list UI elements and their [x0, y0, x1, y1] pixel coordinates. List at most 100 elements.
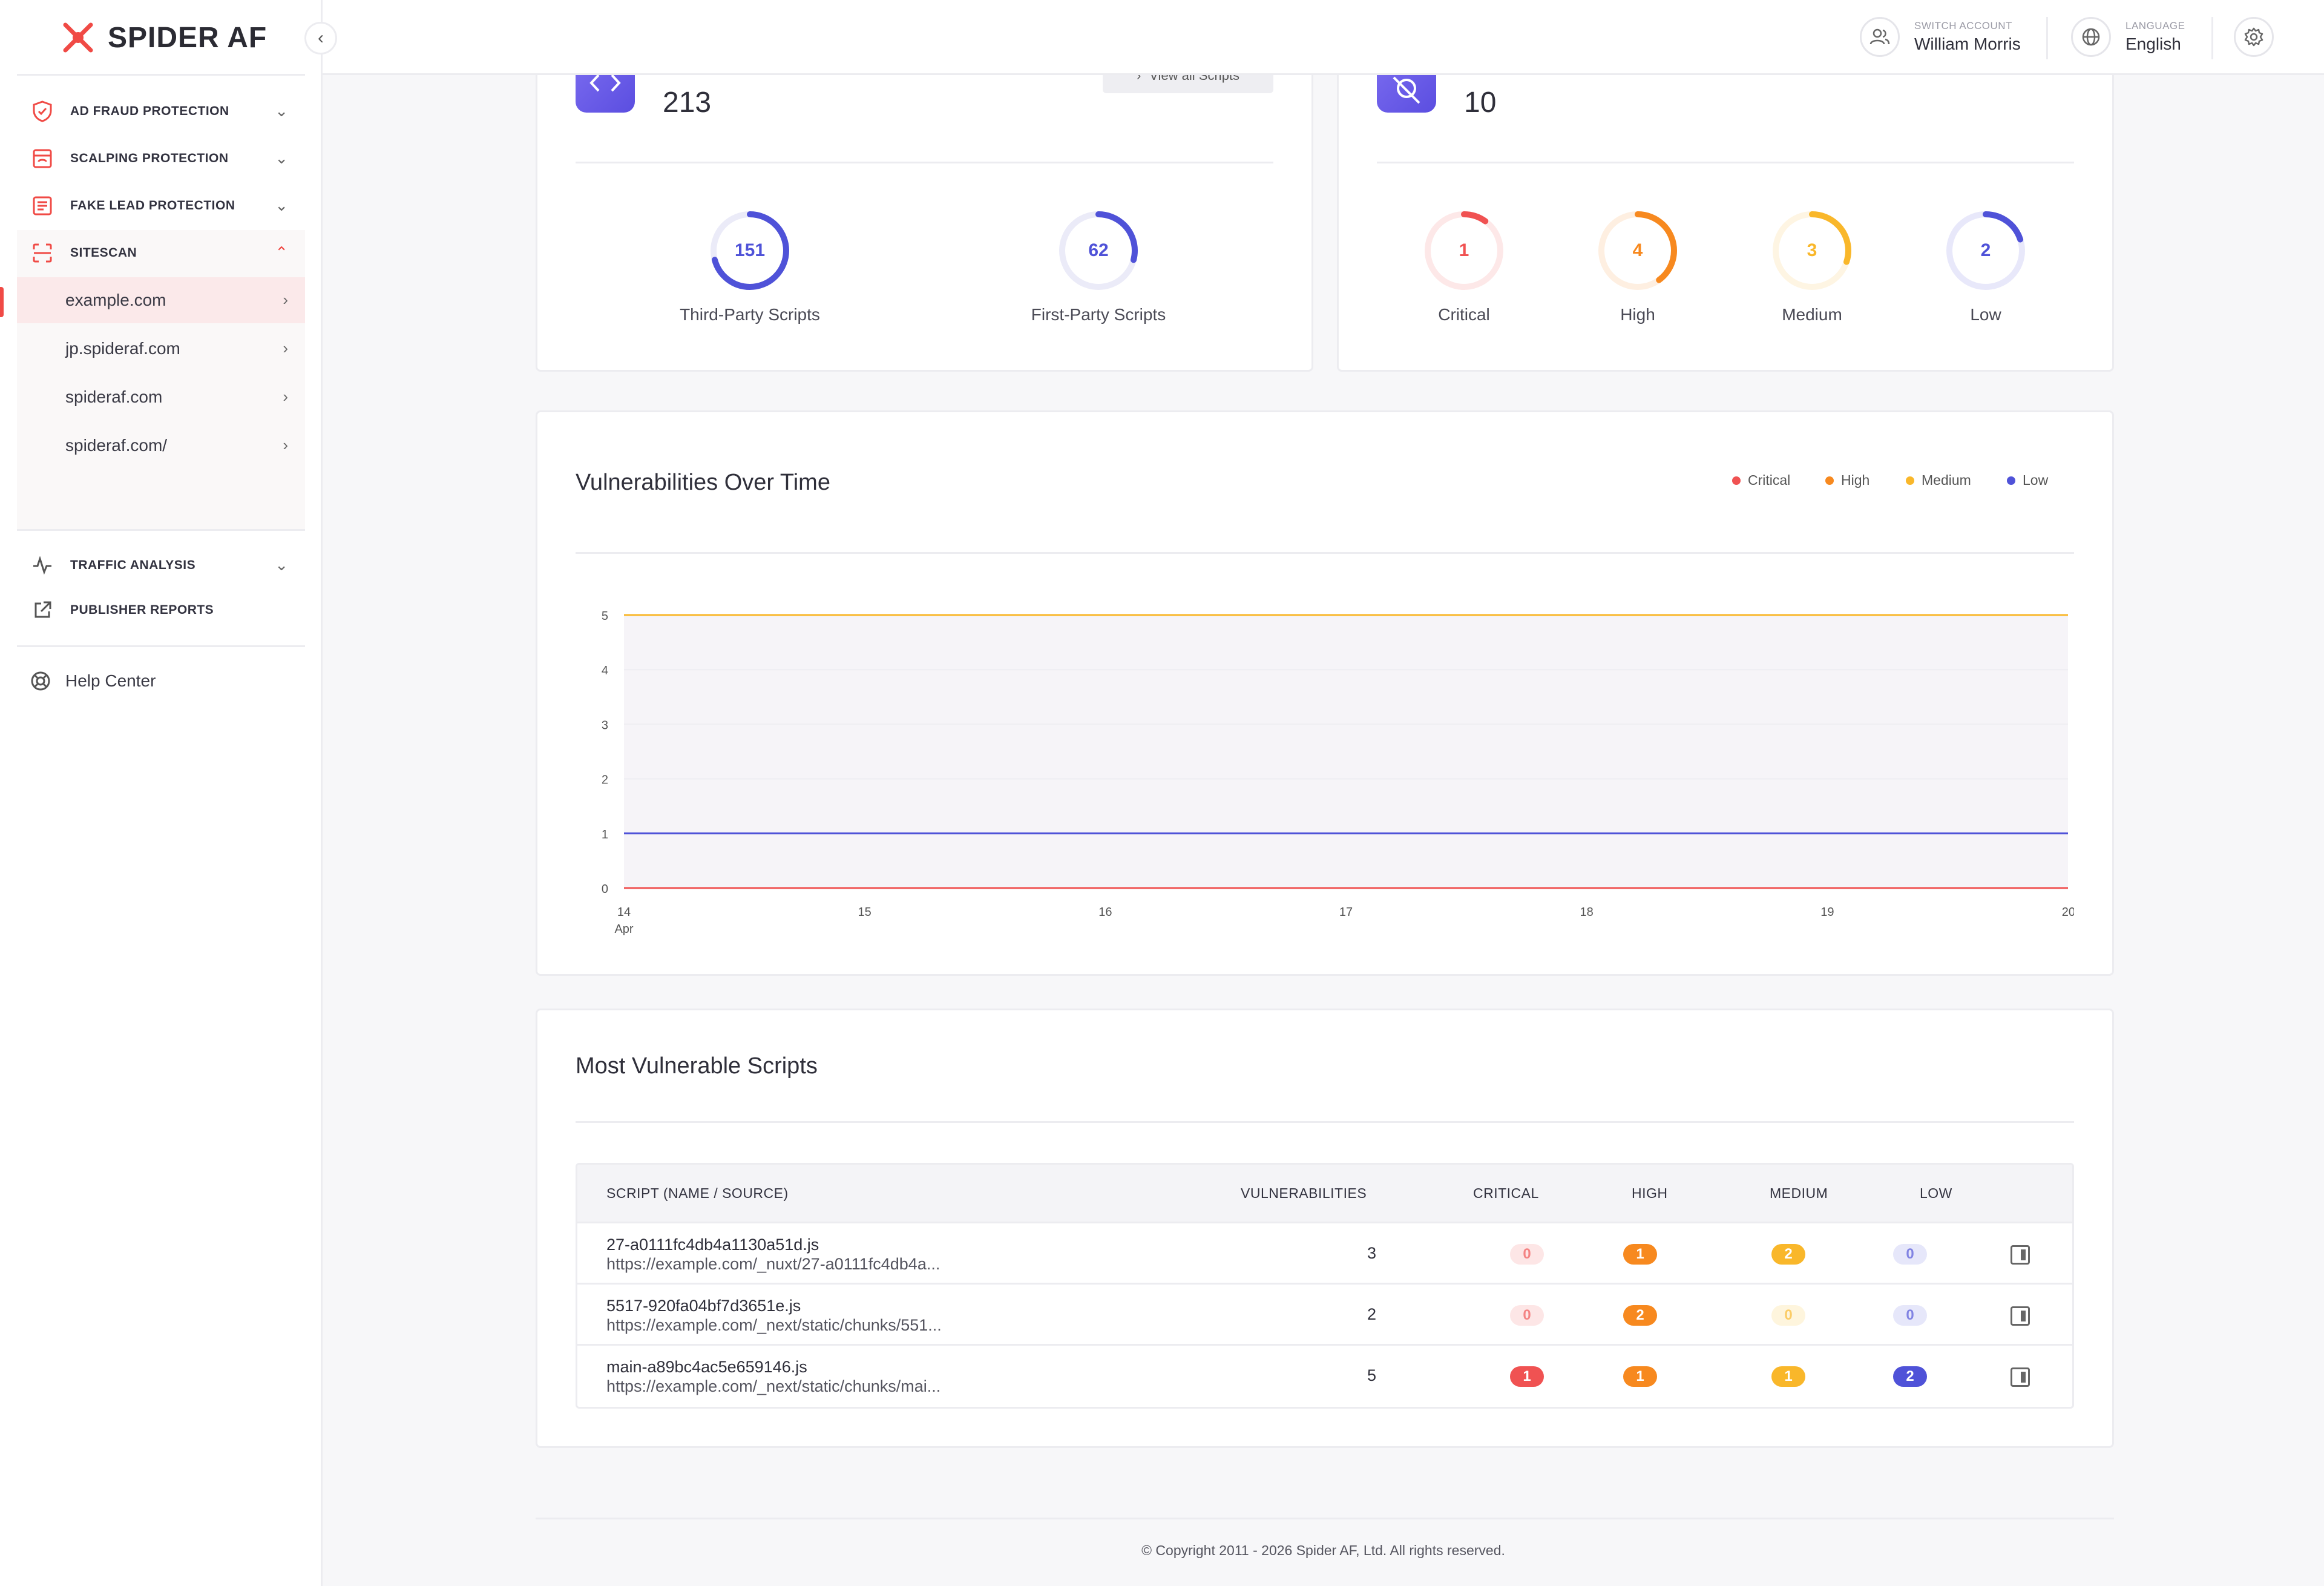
legend-item-critical[interactable]: Critical [1732, 472, 1790, 489]
donut-ring [1425, 211, 1503, 290]
legend-item-medium[interactable]: Medium [1906, 472, 1971, 489]
sidebar: SPIDER AF AD FRAUD PROTECTION ⌄ SCALPING… [0, 0, 323, 1586]
chevron-right-icon: › [283, 387, 288, 406]
users-icon [1860, 17, 1900, 57]
x-tick-label: 18 [1580, 906, 1594, 919]
script-source: https://example.com/_nuxt/27-a0111fc4db4… [606, 1255, 940, 1273]
card-divider [576, 162, 1273, 163]
column-header-high[interactable]: HIGH [1632, 1185, 1668, 1201]
scripts-table: SCRIPT (NAME / SOURCE) VULNERABILITIES C… [576, 1163, 2074, 1409]
card-divider [576, 1121, 2074, 1123]
column-header-script[interactable]: SCRIPT (NAME / SOURCE) [606, 1185, 789, 1201]
x-tick-label: 15 [858, 906, 872, 919]
sidebar-item-label: TRAFFIC ANALYSIS [70, 558, 196, 572]
chevron-down-icon: ⌄ [275, 196, 288, 214]
vuln-count: 2 [1980, 240, 1991, 260]
x-tick-label: 14 [617, 906, 631, 919]
ticket-icon [30, 146, 54, 171]
account-name: William Morris [1914, 35, 2021, 53]
sidebar-item-ad-fraud-protection[interactable]: AD FRAUD PROTECTION ⌄ [17, 88, 305, 134]
open-panel-icon[interactable] [2011, 1367, 2030, 1387]
donut-ring [711, 211, 789, 290]
most-vulnerable-scripts-card [536, 1009, 2114, 1448]
medium-badge: 1 [1771, 1366, 1805, 1387]
legend-dot [2007, 476, 2015, 485]
script-name: 5517-920fa04bf7d3651e.js [606, 1297, 801, 1315]
series-area [624, 615, 2068, 888]
table-row[interactable]: 27-a0111fc4db4a1130a51d.js https://exampl… [577, 1223, 2072, 1285]
total-scripts-count: 213 [663, 87, 712, 119]
sidebar-item-label: SITESCAN [70, 246, 137, 260]
sidebar-item-sitescan[interactable]: SITESCAN ⌃ [17, 230, 305, 276]
donut-ring [1598, 211, 1677, 290]
language-label: LANGUAGE [2125, 20, 2185, 31]
sidebar-item-fake-lead-protection[interactable]: FAKE LEAD PROTECTION ⌄ [17, 183, 305, 229]
column-header-medium[interactable]: MEDIUM [1770, 1185, 1828, 1201]
donut-ring [1946, 211, 2025, 290]
script-source: https://example.com/_next/static/chunks/… [606, 1316, 942, 1334]
sidebar-item-label: FAKE LEAD PROTECTION [70, 199, 235, 212]
switch-account-button[interactable]: SWITCH ACCOUNT William Morris [1860, 17, 2021, 57]
script-source: https://example.com/_next/static/chunks/… [606, 1377, 941, 1395]
medium-badge: 2 [1771, 1244, 1805, 1265]
low-badge: 2 [1893, 1366, 1927, 1387]
vulnerability-total: 5 [1367, 1366, 1376, 1384]
spider-logo-icon [63, 22, 93, 53]
y-tick-label: 5 [602, 610, 608, 623]
critical-badge: 0 [1510, 1244, 1544, 1265]
vuln-label: Critical [1438, 305, 1490, 324]
vuln-count: 1 [1459, 240, 1469, 260]
language-value: English [2125, 35, 2181, 53]
vulnerabilities-summary-card [1337, 24, 2114, 372]
y-tick-label: 3 [602, 719, 608, 732]
sidebar-item-traffic-analysis[interactable]: TRAFFIC ANALYSIS ⌄ [17, 542, 305, 588]
language-selector[interactable]: LANGUAGE English [2071, 17, 2185, 57]
chart-title: Vulnerabilities Over Time [576, 470, 830, 495]
vulnerability-total: 3 [1367, 1244, 1376, 1262]
chevron-down-icon: ⌄ [275, 102, 288, 120]
x-axis-month-label: Apr [614, 923, 633, 936]
vuln-ring-low: 2 [1943, 208, 2028, 293]
table-row[interactable]: main-a89bc4ac5e659146.js https://example.… [577, 1346, 2072, 1407]
table-row[interactable]: 5517-920fa04bf7d3651e.js https://example.… [577, 1285, 2072, 1346]
column-header-critical[interactable]: CRITICAL [1473, 1185, 1539, 1201]
table-title: Most Vulnerable Scripts [576, 1053, 818, 1079]
high-badge: 1 [1623, 1366, 1657, 1387]
open-panel-icon[interactable] [2011, 1306, 2030, 1326]
sidebar-item-publisher-reports[interactable]: PUBLISHER REPORTS [17, 587, 305, 633]
switch-account-label: SWITCH ACCOUNT [1914, 20, 2012, 31]
column-header-vulnerabilities[interactable]: VULNERABILITIES [1241, 1185, 1367, 1201]
external-link-icon [30, 598, 54, 622]
scan-icon [30, 241, 54, 265]
first-party-count: 62 [1088, 240, 1109, 260]
legend-item-high[interactable]: High [1825, 472, 1869, 489]
column-header-low[interactable]: LOW [1920, 1185, 1952, 1201]
active-indicator [0, 287, 4, 317]
sidebar-site-spideraf-com[interactable]: spideraf.com › [17, 374, 305, 420]
site-label: spideraf.com [65, 387, 163, 406]
x-tick-label: 19 [1820, 906, 1834, 919]
lifebuoy-icon [31, 671, 50, 691]
vulnerability-total: 2 [1367, 1305, 1376, 1323]
legend-item-low[interactable]: Low [2007, 472, 2048, 489]
brand-logo[interactable]: SPIDER AF [61, 18, 267, 57]
help-center-link[interactable]: Help Center [30, 671, 156, 691]
y-tick-label: 2 [602, 774, 608, 787]
sidebar-site-spideraf-com-slash[interactable]: spideraf.com/ › [17, 423, 305, 469]
form-icon [30, 194, 54, 218]
sidebar-site-jp-spideraf-com[interactable]: jp.spideraf.com › [17, 326, 305, 372]
sidebar-divider [17, 529, 305, 531]
settings-button[interactable] [2234, 17, 2274, 57]
sidebar-item-label: PUBLISHER REPORTS [70, 603, 214, 617]
chevron-down-icon: ⌄ [275, 149, 288, 167]
high-badge: 2 [1623, 1305, 1657, 1326]
open-panel-icon[interactable] [2011, 1245, 2030, 1265]
vuln-count: 3 [1807, 240, 1817, 260]
header-separator [2046, 17, 2048, 59]
sidebar-item-scalping-protection[interactable]: SCALPING PROTECTION ⌄ [17, 136, 305, 182]
header-separator [2211, 17, 2213, 59]
sidebar-site-example-com[interactable]: example.com › [17, 277, 305, 323]
legend-dot [1825, 476, 1834, 485]
top-header: SWITCH ACCOUNT William Morris LANGUAGE E… [323, 0, 2324, 75]
collapse-sidebar-button[interactable]: ‹ [304, 22, 337, 54]
